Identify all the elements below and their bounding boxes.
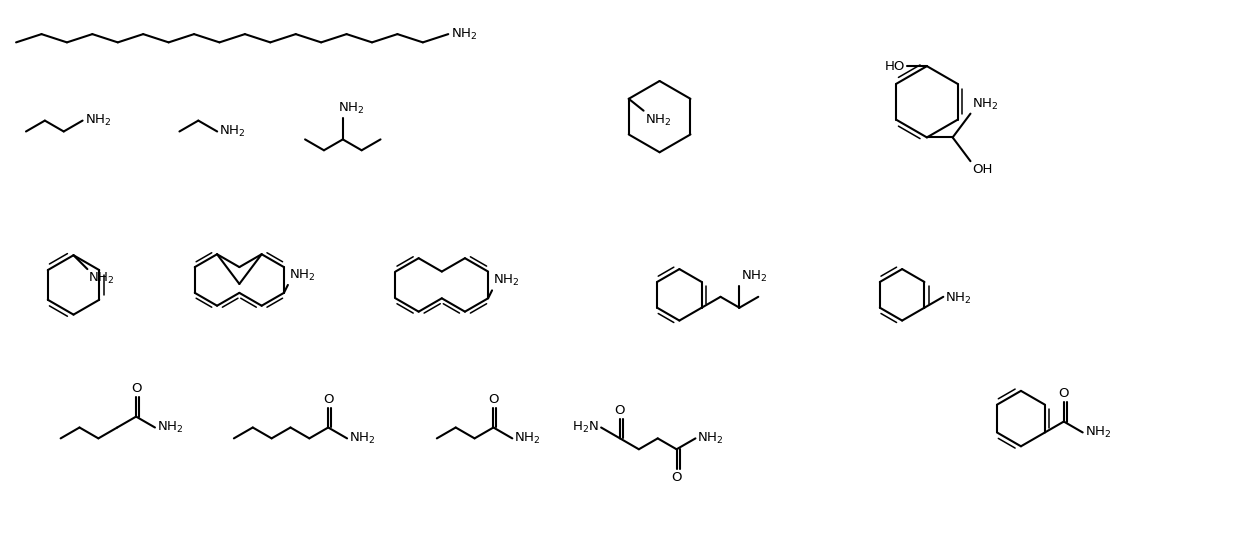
Text: NH$_2$: NH$_2$	[514, 431, 540, 446]
Text: NH$_2$: NH$_2$	[338, 101, 364, 116]
Text: O: O	[1058, 387, 1069, 400]
Text: NH$_2$: NH$_2$	[945, 291, 971, 306]
Text: NH$_2$: NH$_2$	[1084, 425, 1111, 440]
Text: NH$_2$: NH$_2$	[451, 27, 478, 42]
Text: NH$_2$: NH$_2$	[349, 431, 375, 446]
Text: NH$_2$: NH$_2$	[88, 271, 115, 286]
Text: H$_2$N: H$_2$N	[572, 420, 600, 435]
Text: NH$_2$: NH$_2$	[219, 124, 245, 139]
Text: NH$_2$: NH$_2$	[157, 420, 183, 435]
Text: O: O	[672, 471, 681, 484]
Text: NH$_2$: NH$_2$	[84, 113, 112, 128]
Text: OH: OH	[973, 163, 992, 176]
Text: NH$_2$: NH$_2$	[644, 113, 672, 128]
Text: HO: HO	[885, 59, 906, 73]
Text: O: O	[131, 382, 141, 395]
Text: NH$_2$: NH$_2$	[698, 431, 724, 446]
Text: NH$_2$: NH$_2$	[741, 269, 768, 284]
Text: O: O	[323, 393, 333, 406]
Text: NH$_2$: NH$_2$	[973, 97, 999, 112]
Text: NH$_2$: NH$_2$	[493, 274, 519, 289]
Text: O: O	[488, 393, 498, 406]
Text: O: O	[615, 404, 626, 416]
Text: NH$_2$: NH$_2$	[289, 268, 315, 283]
